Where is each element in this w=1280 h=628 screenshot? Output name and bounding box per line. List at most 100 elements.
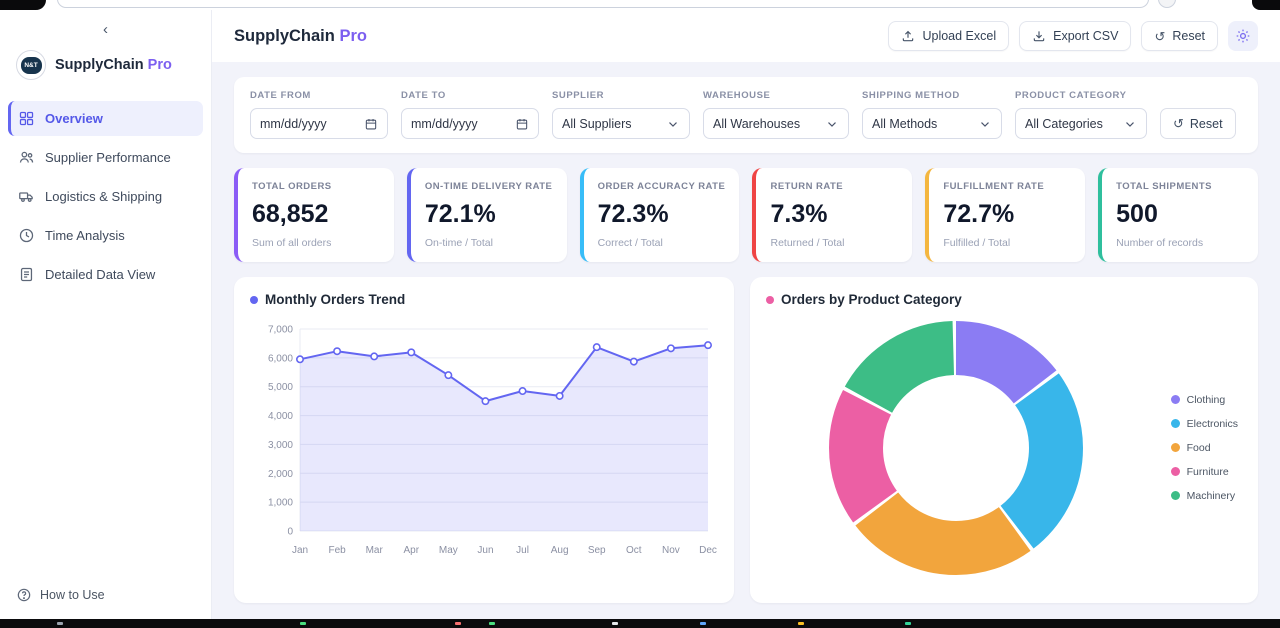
legend-item-furniture[interactable]: Furniture xyxy=(1171,466,1238,478)
kpi-subtitle: Number of records xyxy=(1116,237,1244,249)
page-title-accent: Pro xyxy=(339,27,367,45)
sidebar-item-detailed-data-view[interactable]: Detailed Data View xyxy=(8,257,203,292)
sidebar-item-overview[interactable]: Overview xyxy=(8,101,203,136)
kpi-return-rate: RETURN RATE 7.3% Returned / Total xyxy=(752,168,912,262)
legend-label: Food xyxy=(1187,442,1211,454)
address-bar-sliver xyxy=(57,0,1149,8)
kpi-value: 72.7% xyxy=(943,200,1071,229)
download-icon xyxy=(1032,29,1046,43)
export-csv-button[interactable]: Export CSV xyxy=(1019,21,1131,51)
grid-icon xyxy=(18,110,35,127)
how-to-use-link[interactable]: How to Use xyxy=(0,571,211,619)
date-to-input[interactable]: mm/dd/yyyy xyxy=(401,108,539,139)
kpi-total-shipments: TOTAL SHIPMENTS 500 Number of records xyxy=(1098,168,1258,262)
sidebar-item-time-analysis[interactable]: Time Analysis xyxy=(8,218,203,253)
shipping-method-select[interactable]: All Methods xyxy=(862,108,1002,139)
svg-text:2,000: 2,000 xyxy=(268,469,293,480)
supplier-select[interactable]: All Suppliers xyxy=(552,108,690,139)
svg-text:1,000: 1,000 xyxy=(268,498,293,509)
date-from-value: mm/dd/yyyy xyxy=(260,117,356,131)
chart-title-text: Orders by Product Category xyxy=(781,292,962,307)
chart-title-text: Monthly Orders Trend xyxy=(265,292,405,307)
reset-icon: ↺ xyxy=(1173,117,1184,130)
filters-reset-button[interactable]: ↺ Reset xyxy=(1160,108,1236,139)
kpi-value: 7.3% xyxy=(770,200,898,229)
svg-text:Nov: Nov xyxy=(662,545,680,556)
chart-title: Orders by Product Category xyxy=(766,292,1242,307)
date-to-value: mm/dd/yyyy xyxy=(411,117,507,131)
date-from-input[interactable]: mm/dd/yyyy xyxy=(250,108,388,139)
upload-excel-label: Upload Excel xyxy=(922,29,996,43)
warehouse-select[interactable]: All Warehouses xyxy=(703,108,849,139)
legend-item-machinery[interactable]: Machinery xyxy=(1171,490,1238,502)
filter-warehouse: WAREHOUSE All Warehouses xyxy=(703,90,849,139)
theme-toggle-button[interactable] xyxy=(1228,21,1258,51)
kpi-value: 72.1% xyxy=(425,200,553,229)
export-csv-label: Export CSV xyxy=(1053,29,1118,43)
monthly-orders-trend-card: Monthly Orders Trend 01,0002,0003,0004,0… xyxy=(234,277,734,603)
legend-dot-icon xyxy=(1171,419,1180,428)
clock-icon xyxy=(18,227,35,244)
legend-label: Machinery xyxy=(1187,490,1235,502)
legend-item-electronics[interactable]: Electronics xyxy=(1171,418,1238,430)
reset-label: Reset xyxy=(1172,29,1205,43)
chevron-down-icon xyxy=(825,117,839,131)
kpi-value: 72.3% xyxy=(598,200,726,229)
filter-shipping-method: SHIPPING METHOD All Methods xyxy=(862,90,1002,139)
sidebar-nav: Overview Supplier Performance Logistics … xyxy=(0,100,211,293)
kpi-fulfillment-rate: FULFILLMENT RATE 72.7% Fulfilled / Total xyxy=(925,168,1085,262)
app-frame: ‹ N&T SupplyChain Pro Overview Supplier … xyxy=(0,10,1280,619)
svg-text:5,000: 5,000 xyxy=(268,382,293,393)
legend-label: Electronics xyxy=(1187,418,1238,430)
reset-button[interactable]: ↺ Reset xyxy=(1141,21,1218,51)
browser-corner-right xyxy=(1252,0,1280,10)
sidebar-item-label: Supplier Performance xyxy=(45,150,171,165)
logo-name-accent: Pro xyxy=(148,57,172,73)
kpi-subtitle: On-time / Total xyxy=(425,237,553,249)
sidebar-item-label: Detailed Data View xyxy=(45,267,155,282)
kpi-subtitle: Returned / Total xyxy=(770,237,898,249)
line-chart: 01,0002,0003,0004,0005,0006,0007,000JanF… xyxy=(250,315,718,565)
collapse-sidebar-icon[interactable]: ‹ xyxy=(0,16,211,42)
sun-icon xyxy=(1235,28,1251,44)
kpi-row: TOTAL ORDERS 68,852 Sum of all orders ON… xyxy=(234,168,1258,262)
charts-row: Monthly Orders Trend 01,0002,0003,0004,0… xyxy=(234,277,1258,603)
kpi-label: ON-TIME DELIVERY RATE xyxy=(425,181,553,192)
sidebar-item-supplier-performance[interactable]: Supplier Performance xyxy=(8,140,203,175)
product-category-select[interactable]: All Categories xyxy=(1015,108,1147,139)
legend-dot-icon xyxy=(1171,491,1180,500)
legend-item-food[interactable]: Food xyxy=(1171,442,1238,454)
upload-icon xyxy=(901,29,915,43)
svg-text:7,000: 7,000 xyxy=(268,325,293,336)
page-title-main: SupplyChain xyxy=(234,27,335,45)
browser-chrome-sliver xyxy=(0,0,1280,10)
svg-text:Mar: Mar xyxy=(366,545,384,556)
header-bar: SupplyChain Pro Upload Excel Export CSV … xyxy=(212,10,1280,62)
svg-text:Dec: Dec xyxy=(699,545,717,556)
sidebar-item-label: Time Analysis xyxy=(45,228,125,243)
filter-product-category: PRODUCT CATEGORY All Categories xyxy=(1015,90,1147,139)
logo-mark: N&T xyxy=(16,50,46,80)
kpi-subtitle: Correct / Total xyxy=(598,237,726,249)
chart-title: Monthly Orders Trend xyxy=(250,292,718,307)
kpi-value: 500 xyxy=(1116,200,1244,229)
shipping-method-label: SHIPPING METHOD xyxy=(862,90,1002,101)
filters-reset-label: Reset xyxy=(1190,117,1223,131)
app-root: ‹ N&T SupplyChain Pro Overview Supplier … xyxy=(0,0,1280,628)
svg-text:0: 0 xyxy=(287,527,293,538)
content: DATE FROM mm/dd/yyyy DATE TO mm/dd/yyyy xyxy=(212,62,1280,619)
legend-item-clothing[interactable]: Clothing xyxy=(1171,394,1238,406)
logo-name: SupplyChain Pro xyxy=(55,57,172,73)
legend-label: Clothing xyxy=(1187,394,1226,406)
main-area: SupplyChain Pro Upload Excel Export CSV … xyxy=(212,10,1280,619)
kpi-subtitle: Sum of all orders xyxy=(252,237,380,249)
upload-excel-button[interactable]: Upload Excel xyxy=(888,21,1009,51)
page-title: SupplyChain Pro xyxy=(234,27,367,46)
svg-text:Jan: Jan xyxy=(292,545,308,556)
header-actions: Upload Excel Export CSV ↺ Reset xyxy=(888,21,1258,51)
donut-wrap: Clothing Electronics Food xyxy=(766,307,1242,588)
sidebar-item-logistics-shipping[interactable]: Logistics & Shipping xyxy=(8,179,203,214)
svg-text:Aug: Aug xyxy=(551,545,569,556)
logo-badge: N&T xyxy=(21,57,42,74)
kpi-label: RETURN RATE xyxy=(770,181,898,192)
